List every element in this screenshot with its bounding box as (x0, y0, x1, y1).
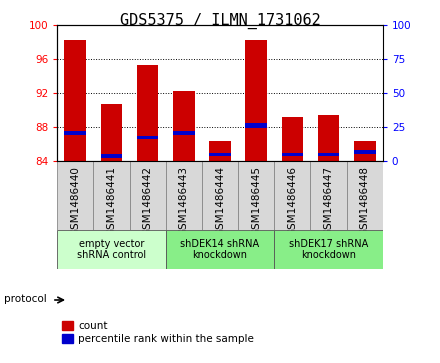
Bar (64, 40, 86, 160)
Bar (137, 136, 158, 139)
Text: GDS5375 / ILMN_1731062: GDS5375 / ILMN_1731062 (120, 13, 320, 29)
Text: shDEK17 shRNA
knockdown: shDEK17 shRNA knockdown (289, 238, 368, 260)
Bar (354, 150, 376, 154)
FancyBboxPatch shape (311, 160, 347, 230)
Bar (64, 131, 86, 135)
Text: GSM1486447: GSM1486447 (323, 166, 334, 236)
Bar (173, 131, 194, 135)
Bar (246, 123, 267, 129)
FancyBboxPatch shape (347, 160, 383, 230)
Text: GSM1486440: GSM1486440 (70, 166, 80, 236)
Bar (209, 141, 231, 160)
Text: empty vector
shRNA control: empty vector shRNA control (77, 238, 146, 260)
Text: GSM1486442: GSM1486442 (143, 166, 153, 236)
Text: GSM1486443: GSM1486443 (179, 166, 189, 236)
Text: GSM1486445: GSM1486445 (251, 166, 261, 236)
FancyBboxPatch shape (166, 160, 202, 230)
Bar (282, 117, 303, 160)
Bar (282, 152, 303, 156)
FancyBboxPatch shape (93, 160, 129, 230)
FancyBboxPatch shape (274, 230, 383, 269)
Legend: count, percentile rank within the sample: count, percentile rank within the sample (62, 321, 254, 344)
Text: shDEK14 shRNA
knockdown: shDEK14 shRNA knockdown (180, 238, 260, 260)
Bar (209, 152, 231, 156)
FancyBboxPatch shape (166, 230, 274, 269)
Bar (173, 91, 194, 160)
FancyBboxPatch shape (129, 160, 166, 230)
Bar (137, 65, 158, 160)
FancyBboxPatch shape (238, 160, 274, 230)
Bar (101, 104, 122, 160)
FancyBboxPatch shape (274, 160, 311, 230)
Text: protocol: protocol (4, 294, 47, 305)
Text: GSM1486444: GSM1486444 (215, 166, 225, 236)
FancyBboxPatch shape (202, 160, 238, 230)
Bar (354, 141, 376, 160)
Bar (318, 115, 339, 160)
FancyBboxPatch shape (57, 160, 93, 230)
Bar (246, 40, 267, 160)
Text: GSM1486441: GSM1486441 (106, 166, 117, 236)
Bar (318, 152, 339, 156)
FancyBboxPatch shape (57, 230, 166, 269)
Bar (101, 154, 122, 158)
Text: GSM1486446: GSM1486446 (287, 166, 297, 236)
Text: GSM1486448: GSM1486448 (360, 166, 370, 236)
